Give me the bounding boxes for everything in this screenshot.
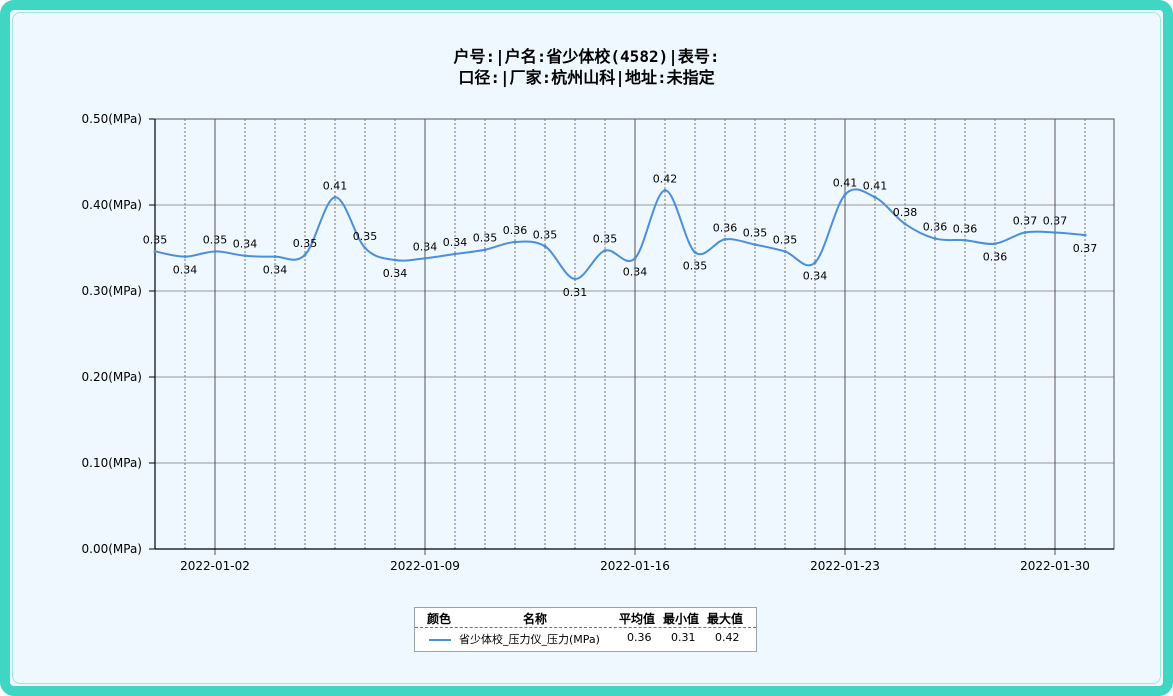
y-tick-label: 0.00(MPa) (82, 542, 143, 556)
chart-legend: 颜色 名称 平均值 最小值 最大值 省少体校_压力仪_压力(MPa) 0.36 … (414, 607, 757, 652)
data-point (963, 238, 967, 242)
data-point (483, 248, 487, 252)
window-inner-border (12, 12, 1161, 684)
legend-header-avg: 平均值 (619, 612, 656, 626)
data-label: 0.37 (1073, 242, 1098, 255)
data-label: 0.34 (443, 236, 468, 249)
data-point (873, 195, 877, 199)
data-point (513, 240, 517, 244)
x-tick-label: 2022-01-23 (810, 559, 880, 573)
y-tick-label: 0.10(MPa) (82, 456, 143, 470)
data-point (993, 242, 997, 246)
data-point (183, 255, 187, 259)
x-tick-label: 2022-01-09 (390, 559, 460, 573)
legend-header: 颜色 名称 平均值 最小值 最大值 (415, 610, 756, 628)
data-label: 0.36 (713, 221, 738, 234)
data-point (693, 250, 697, 254)
x-tick-label: 2022-01-02 (180, 559, 250, 573)
data-point (453, 252, 457, 256)
data-label: 0.34 (383, 267, 408, 280)
series-line (154, 188, 1086, 280)
data-label: 0.35 (773, 233, 798, 246)
data-point (543, 244, 547, 248)
legend-series-max: 0.42 (715, 631, 740, 644)
data-label: 0.41 (863, 179, 888, 192)
data-point (423, 256, 427, 260)
data-label: 0.35 (473, 232, 498, 245)
data-point (633, 256, 637, 260)
data-point (843, 193, 847, 197)
legend-header-min: 最小值 (663, 612, 700, 626)
data-point (1053, 231, 1057, 235)
data-point (573, 277, 577, 281)
data-point (363, 246, 367, 250)
data-point (153, 249, 157, 253)
y-tick-label: 0.20(MPa) (82, 370, 143, 384)
data-label: 0.36 (953, 222, 978, 235)
legend-series-name: 省少体校_压力仪_压力(MPa) (459, 633, 600, 646)
data-point (333, 195, 337, 199)
data-label: 0.34 (233, 238, 258, 251)
data-label: 0.35 (533, 228, 558, 241)
data-point (603, 249, 607, 253)
legend-series-swatch (429, 639, 451, 641)
legend-series-min: 0.31 (671, 631, 696, 644)
data-label: 0.36 (983, 251, 1008, 264)
data-point (723, 237, 727, 241)
data-point (813, 261, 817, 265)
chart-title-line2: 口径:|厂家:杭州山科|地址:未指定 (458, 68, 715, 87)
data-label: 0.35 (203, 233, 228, 246)
data-point (1023, 231, 1027, 235)
legend-header-color: 颜色 (427, 612, 452, 626)
legend-series-avg: 0.36 (627, 631, 652, 644)
data-point (663, 188, 667, 192)
data-label: 0.35 (593, 233, 618, 246)
data-label: 0.38 (893, 206, 918, 219)
data-label: 0.36 (503, 224, 528, 237)
data-point (393, 258, 397, 262)
data-point (753, 243, 757, 247)
data-point (933, 237, 937, 241)
legend-row[interactable]: 省少体校_压力仪_压力(MPa) 0.36 0.31 0.42 (415, 631, 756, 647)
data-label: 0.34 (173, 264, 198, 277)
data-point (303, 253, 307, 257)
data-label: 0.35 (683, 259, 708, 272)
data-point (783, 249, 787, 253)
x-tick-label: 2022-01-30 (1020, 559, 1090, 573)
data-label: 0.41 (323, 179, 348, 192)
data-label: 0.31 (563, 286, 588, 299)
x-tick-label: 2022-01-16 (600, 559, 670, 573)
data-point (273, 255, 277, 259)
data-point (213, 249, 217, 253)
y-tick-label: 0.50(MPa) (82, 112, 143, 126)
data-label: 0.35 (743, 227, 768, 240)
data-label: 0.35 (293, 237, 318, 250)
data-label: 0.42 (653, 172, 678, 185)
data-point (903, 222, 907, 226)
data-label: 0.41 (833, 177, 858, 190)
data-label: 0.34 (263, 264, 288, 277)
y-tick-label: 0.40(MPa) (82, 198, 143, 212)
legend-header-max: 最大值 (707, 612, 744, 626)
data-label: 0.36 (923, 221, 948, 234)
data-label: 0.37 (1043, 215, 1068, 228)
legend-header-name: 名称 (523, 612, 548, 626)
chart-title-line1: 户号:|户名:省少体校(4582)|表号: (453, 47, 720, 66)
data-label: 0.34 (413, 240, 438, 253)
data-label: 0.37 (1013, 215, 1038, 228)
data-label: 0.34 (623, 265, 648, 278)
y-tick-label: 0.30(MPa) (82, 284, 143, 298)
data-label: 0.35 (353, 230, 378, 243)
data-point (1083, 233, 1087, 237)
data-point (243, 254, 247, 258)
data-label: 0.34 (803, 270, 828, 283)
data-label: 0.35 (143, 233, 168, 246)
